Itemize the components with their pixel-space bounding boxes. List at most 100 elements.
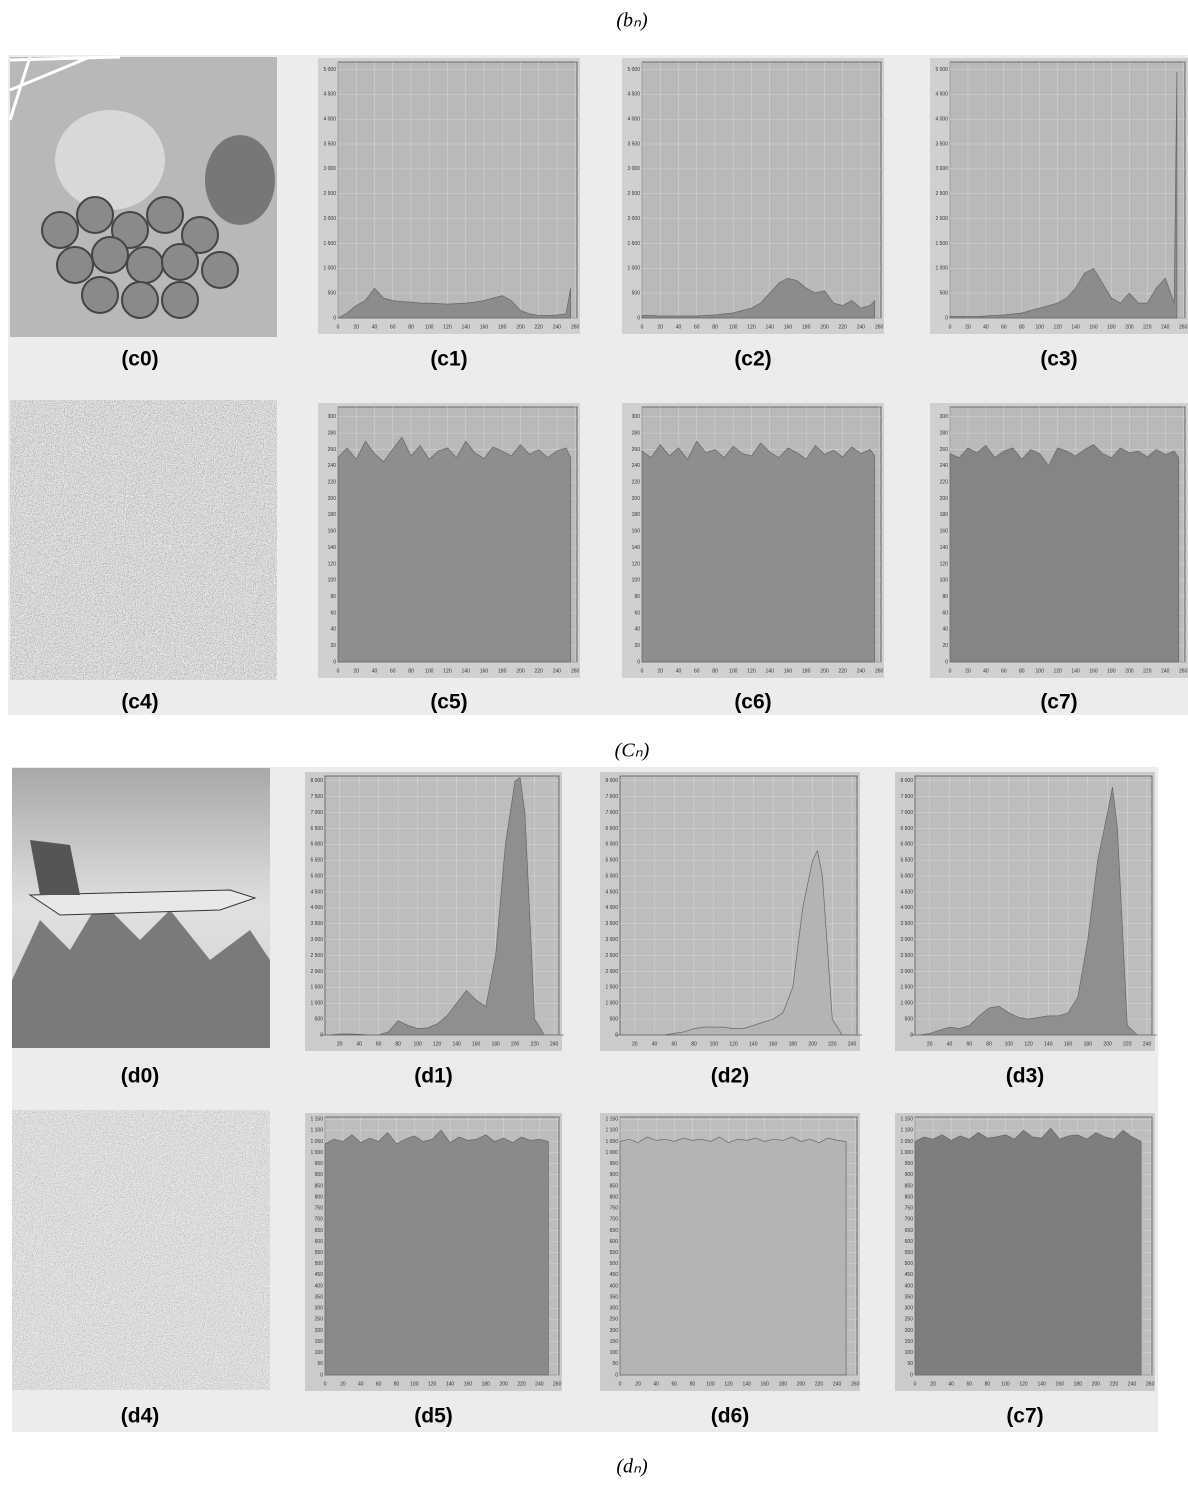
x-tick-label: 120 xyxy=(443,668,452,674)
x-tick-label: 180 xyxy=(498,668,507,674)
y-tick-label: 2 500 xyxy=(935,191,948,197)
y-tick-label: 150 xyxy=(905,1339,914,1345)
x-tick-label: 0 xyxy=(641,668,644,674)
x-tick-label: 0 xyxy=(949,324,952,330)
x-tick-label: 160 xyxy=(464,1381,473,1387)
x-tick-label: 120 xyxy=(1024,1041,1033,1047)
y-tick-label: 1 500 xyxy=(323,241,336,247)
panel-label: (d1) xyxy=(414,1065,453,1088)
y-tick-label: 300 xyxy=(632,414,641,420)
x-tick-label: 140 xyxy=(1037,1381,1046,1387)
x-tick-label: 40 xyxy=(983,668,989,674)
y-tick-label: 100 xyxy=(632,578,641,584)
x-tick-label: 260 xyxy=(1179,324,1188,330)
x-tick-label: 40 xyxy=(652,1041,658,1047)
y-tick-label: 650 xyxy=(905,1228,914,1234)
y-tick-label: 4 500 xyxy=(935,92,948,98)
histogram-area xyxy=(324,1129,549,1376)
y-tick-label: 2 500 xyxy=(323,191,336,197)
x-tick-label: 120 xyxy=(433,1041,442,1047)
y-tick-label: 8 000 xyxy=(900,778,913,784)
y-tick-label: 900 xyxy=(610,1172,619,1178)
plot-area xyxy=(337,61,578,319)
y-tick-label: 6 500 xyxy=(310,826,323,832)
y-tick-label: 7 500 xyxy=(605,794,618,800)
x-tick-label: 20 xyxy=(965,668,971,674)
y-tick-label: 3 500 xyxy=(605,921,618,927)
x-tick-label: 240 xyxy=(550,1041,559,1047)
y-tick-label: 0 xyxy=(637,659,640,665)
y-tick-label: 250 xyxy=(315,1317,324,1323)
y-tick-label: 1 000 xyxy=(323,266,336,272)
image xyxy=(10,400,277,680)
y-tick-label: 160 xyxy=(328,529,337,535)
x-tick-label: 60 xyxy=(694,668,700,674)
y-tick-label: 1 000 xyxy=(935,266,948,272)
x-tick-label: 100 xyxy=(1036,324,1045,330)
x-tick-label: 160 xyxy=(761,1381,770,1387)
x-tick-label: 40 xyxy=(653,1381,659,1387)
x-tick-label: 180 xyxy=(498,324,507,330)
y-tick-label: 260 xyxy=(328,447,337,453)
y-tick-label: 80 xyxy=(634,594,640,600)
panel-label: (c3) xyxy=(1040,348,1077,371)
x-tick-label: 260 xyxy=(851,1381,860,1387)
x-tick-label: 40 xyxy=(948,1381,954,1387)
y-tick-label: 50 xyxy=(907,1361,913,1367)
x-tick-label: 220 xyxy=(1110,1381,1119,1387)
x-tick-label: 20 xyxy=(632,1041,638,1047)
y-tick-label: 100 xyxy=(610,1350,619,1356)
x-tick-label: 80 xyxy=(408,324,414,330)
x-tick-label: 200 xyxy=(516,668,525,674)
y-tick-label: 20 xyxy=(942,643,948,649)
y-tick-label: 3 500 xyxy=(323,141,336,147)
histogram-area xyxy=(337,287,571,319)
image xyxy=(12,768,270,1048)
y-tick-label: 1 500 xyxy=(900,985,913,991)
x-tick-label: 40 xyxy=(356,1041,362,1047)
y-tick-label: 1 000 xyxy=(310,1150,323,1156)
y-tick-label: 250 xyxy=(905,1317,914,1323)
y-tick-label: 40 xyxy=(330,627,336,633)
image xyxy=(12,1110,270,1390)
y-tick-label: 0 xyxy=(910,1372,913,1378)
x-tick-label: 240 xyxy=(1128,1381,1137,1387)
panel-label: (d3) xyxy=(1006,1065,1045,1088)
y-tick-label: 7 500 xyxy=(900,794,913,800)
y-tick-label: 3 500 xyxy=(627,141,640,147)
y-tick-label: 5 000 xyxy=(627,67,640,73)
x-tick-label: 140 xyxy=(766,324,775,330)
panel-label: (d4) xyxy=(121,1405,160,1428)
x-tick-label: 200 xyxy=(499,1381,508,1387)
x-tick-label: 60 xyxy=(671,1381,677,1387)
y-tick-label: 80 xyxy=(330,594,336,600)
x-tick-label: 240 xyxy=(857,324,866,330)
x-tick-label: 120 xyxy=(747,324,756,330)
x-tick-label: 160 xyxy=(480,668,489,674)
x-tick-label: 40 xyxy=(983,324,989,330)
x-tick-label: 180 xyxy=(1107,668,1116,674)
y-tick-label: 1 500 xyxy=(310,985,323,991)
y-tick-label: 4 000 xyxy=(310,905,323,911)
y-tick-label: 1 000 xyxy=(605,1001,618,1007)
x-tick-label: 220 xyxy=(839,324,848,330)
y-tick-label: 5 000 xyxy=(323,67,336,73)
x-tick-label: 200 xyxy=(1103,1041,1112,1047)
y-tick-label: 260 xyxy=(632,447,641,453)
x-tick-label: 200 xyxy=(1092,1381,1101,1387)
x-tick-label: 140 xyxy=(742,1381,751,1387)
y-tick-label: 220 xyxy=(632,480,641,486)
x-tick-label: 80 xyxy=(986,1041,992,1047)
y-tick-label: 2 000 xyxy=(900,969,913,975)
y-tick-label: 2 500 xyxy=(605,953,618,959)
x-tick-label: 160 xyxy=(784,668,793,674)
y-tick-label: 240 xyxy=(632,463,641,469)
histogram-area xyxy=(949,71,1178,319)
y-tick-label: 950 xyxy=(905,1161,914,1167)
x-tick-label: 100 xyxy=(1036,668,1045,674)
x-tick-label: 80 xyxy=(712,668,718,674)
x-tick-label: 60 xyxy=(390,324,396,330)
y-tick-label: 4 000 xyxy=(323,116,336,122)
y-tick-label: 140 xyxy=(632,545,641,551)
y-tick-label: 200 xyxy=(905,1328,914,1334)
